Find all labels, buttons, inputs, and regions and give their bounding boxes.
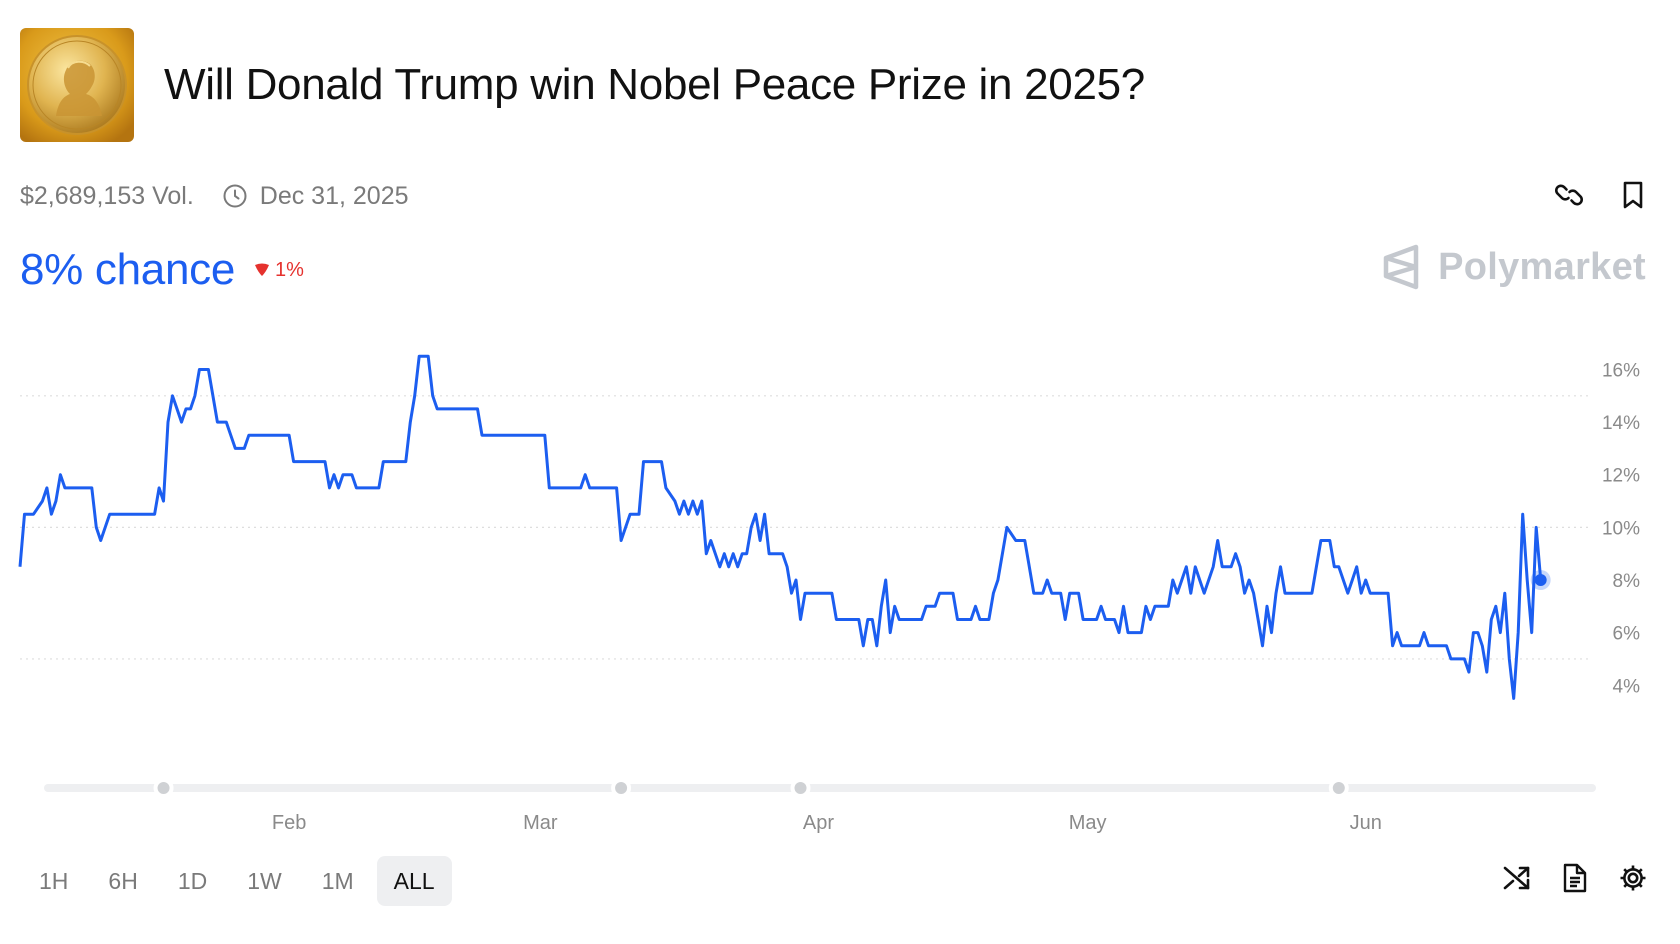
grid <box>20 395 1590 660</box>
y-tick-label: 6% <box>1613 624 1641 645</box>
gear-icon[interactable] <box>1616 861 1650 895</box>
range-slider[interactable] <box>44 778 1596 798</box>
clock-icon <box>222 183 248 209</box>
brand-name: Polymarket <box>1438 245 1646 288</box>
nobel-medal-image <box>20 28 134 142</box>
y-tick-label: 8% <box>1613 571 1641 592</box>
y-tick-label: 12% <box>1602 466 1640 487</box>
current-point <box>1534 574 1547 586</box>
slider-handle-3[interactable] <box>1328 778 1349 798</box>
range-tab-1h[interactable]: 1H <box>39 867 69 894</box>
x-tick-label: Apr <box>803 812 834 834</box>
y-axis-ticks: 16% 14% 12% 10% 8% 6% 4% <box>1602 360 1640 697</box>
slider-handle-2[interactable] <box>790 778 811 798</box>
shuffle-icon[interactable] <box>1500 861 1534 895</box>
bookmark-icon[interactable] <box>1616 178 1650 212</box>
range-tab-6h[interactable]: 6H <box>108 867 138 894</box>
y-tick-label: 16% <box>1602 360 1640 381</box>
link-icon[interactable] <box>1552 178 1586 212</box>
market-actions <box>1552 178 1650 212</box>
market-meta: $2,689,153 Vol. Dec 31, 2025 <box>20 180 409 212</box>
market-title: Will Donald Trump win Nobel Peace Prize … <box>164 60 1145 109</box>
chart-tools <box>1500 861 1650 895</box>
x-tick-label: May <box>1069 812 1107 834</box>
x-tick-label: Jun <box>1350 812 1382 834</box>
range-tab-1d[interactable]: 1D <box>177 867 208 894</box>
slider-handle-0[interactable] <box>153 778 174 798</box>
range-tab-all[interactable]: ALL <box>376 856 452 906</box>
change-value: 1% <box>275 258 304 281</box>
slider-handle-1[interactable] <box>611 778 632 798</box>
chance-value: 8% chance <box>20 245 236 294</box>
change-badge: 1% <box>253 259 304 282</box>
volume-text: $2,689,153 Vol. <box>20 181 194 210</box>
y-tick-label: 10% <box>1602 518 1640 539</box>
polymarket-logo: Polymarket <box>1382 244 1646 290</box>
end-date-text: Dec 31, 2025 <box>259 181 409 210</box>
time-range-tabs: 1H 6H 1D 1W 1M ALL <box>22 856 452 906</box>
range-tab-1w[interactable]: 1W <box>247 867 282 894</box>
x-axis-ticks: Feb Mar Apr May Jun <box>272 812 1382 834</box>
caret-down-icon <box>255 263 270 276</box>
x-tick-label: Mar <box>523 812 558 834</box>
price-series-line <box>18 354 1543 700</box>
document-icon[interactable] <box>1558 861 1592 895</box>
range-tab-1m[interactable]: 1M <box>321 867 354 894</box>
polymarket-logo-icon <box>1383 244 1419 290</box>
price-chart[interactable]: 16% 14% 12% 10% 8% 6% 4% Feb Mar Apr May Jun <box>0 330 1680 840</box>
market-header: Will Donald Trump win Nobel Peace Prize … <box>20 28 1145 142</box>
y-tick-label: 14% <box>1602 413 1640 434</box>
chance-row: 8% chance 1% <box>20 240 304 300</box>
x-tick-label: Feb <box>272 812 306 834</box>
y-tick-label: 4% <box>1613 676 1641 697</box>
